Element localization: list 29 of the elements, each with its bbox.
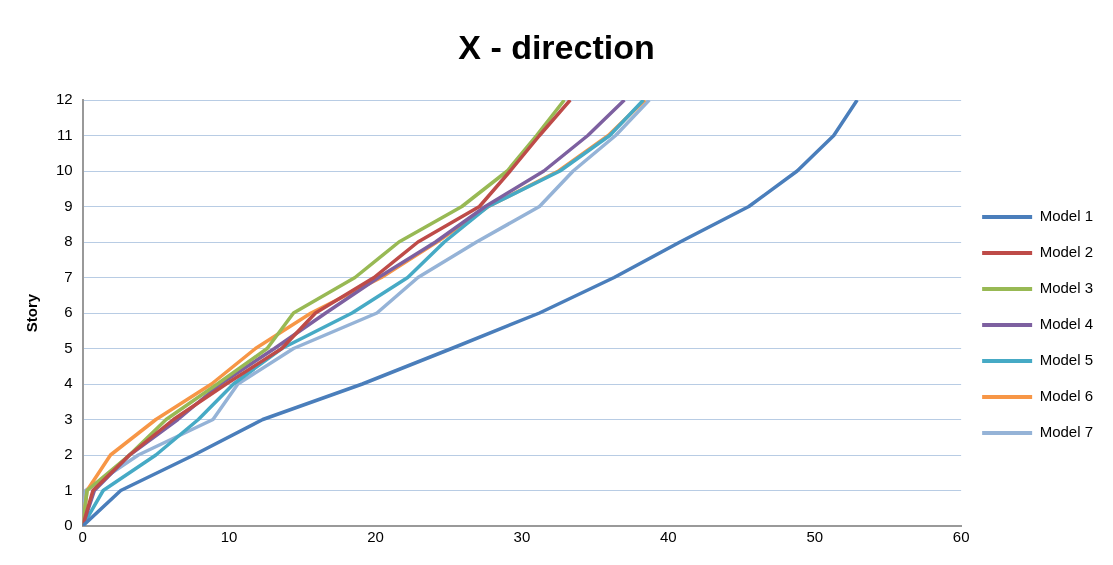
x-tick-label: 40 [659,528,677,546]
legend-label: Model 4 [1039,315,1094,333]
x-tick-label: 20 [367,528,384,546]
y-tick-label: 5 [64,338,73,356]
x-tick-label: 50 [806,528,824,546]
y-tick-label: 0 [64,516,73,534]
y-tick-label: 2 [64,445,73,463]
x-tick-label: 60 [952,528,970,546]
x-tick-label: 30 [513,528,531,546]
y-tick-label: 6 [64,303,73,321]
y-axis-title: Story [23,293,41,333]
y-tick-label: 1 [64,480,73,498]
y-tick-label: 12 [56,90,73,108]
legend-label: Model 3 [1039,279,1094,297]
x-tick-label: 0 [78,528,87,546]
y-tick-label: 4 [64,374,73,392]
y-tick-label: 8 [64,232,73,250]
legend-label: Model 6 [1039,387,1094,405]
legend-label: Model 2 [1039,243,1094,261]
x-tick-label: 10 [220,528,238,546]
y-tick-label: 7 [64,267,73,285]
y-tick-label: 3 [64,409,73,427]
legend-label: Model 1 [1039,207,1094,225]
chart-title: X - direction [457,28,656,67]
legend-label: Model 5 [1039,351,1094,369]
y-tick-label: 11 [57,125,73,143]
y-tick-label: 9 [64,196,73,214]
legend-label: Model 7 [1039,423,1094,441]
y-tick-label: 10 [56,161,73,179]
